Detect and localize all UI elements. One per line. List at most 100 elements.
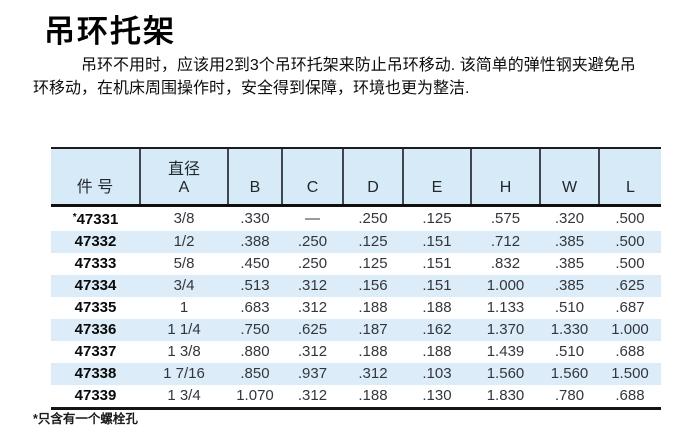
table-cell: 1.070 <box>236 386 274 404</box>
diameter-unit-label: A <box>178 178 190 196</box>
column-header-part-number: 件 号 <box>51 147 140 207</box>
column-header-e: E <box>402 147 471 207</box>
column-header-l: L <box>598 147 661 207</box>
column-header-diameter-a: 直径 A <box>139 147 228 207</box>
table-cell: .388 <box>228 230 282 253</box>
parts-table: 件 号 直径 A B C D E H W L *47331 3/8 .330 — .25… <box>51 147 661 410</box>
column-header-h: H <box>470 147 540 207</box>
table-cell: .312 <box>297 342 328 360</box>
table-cell: 5/8 <box>173 254 195 272</box>
table-cell: .832 <box>490 254 521 272</box>
table-cell: .151 <box>403 274 471 297</box>
table-cell: .937 <box>282 362 343 385</box>
part-number-cell: 47338 <box>51 362 140 385</box>
table-cell: .625 <box>599 274 661 297</box>
table-cell: .510 <box>554 298 585 316</box>
table-cell: .188 <box>358 342 388 360</box>
table-cell: .187 <box>343 318 403 341</box>
table-cell: .250 <box>297 254 328 272</box>
table-cell: .151 <box>403 230 471 253</box>
part-number-cell: 47337 <box>74 342 117 360</box>
table-cell: .125 <box>358 254 388 272</box>
intro-paragraph: 吊环不用时，应该用2到3个吊环托架来防止吊环移动. 该简单的弹性钢夹避免吊 环移… <box>33 54 675 100</box>
table-row: *47331 3/8 .330 — .250 .125 .575 .320 .500 <box>51 205 661 231</box>
table-row: 47336 1 1/4.750.625.187.162 1.370 1.330 1.00… <box>51 318 661 341</box>
table-cell: 1.370 <box>471 318 540 341</box>
column-header-b: B <box>227 147 282 207</box>
table-row: 47332 1/2.388.250.125.151.712.385.500 <box>51 230 661 253</box>
table-cell: .687 <box>615 298 645 316</box>
table-cell: .385 <box>554 254 585 272</box>
table-cell: — <box>305 209 320 227</box>
table-cell: 1 1/4 <box>140 318 228 341</box>
asterisk-marker: * <box>72 211 77 223</box>
table-cell: 1.439 <box>486 342 525 360</box>
table-cell: 1 3/4 <box>167 386 201 404</box>
table-cell: .880 <box>240 342 270 360</box>
table-cell: 1/2 <box>140 230 228 253</box>
table-cell: .312 <box>343 362 403 385</box>
table-cell: .688 <box>615 386 645 404</box>
table-cell: .500 <box>599 230 661 253</box>
footnote: *只含有一个螺栓孔 <box>33 412 138 426</box>
part-number-cell: 47339 <box>74 386 117 404</box>
part-number-cell: 47334 <box>51 274 140 297</box>
table-cell: .850 <box>228 362 282 385</box>
table-cell: .312 <box>297 298 328 316</box>
table-cell: .780 <box>554 386 585 404</box>
table-row: 47333 5/8 .450 .250 .125 .151 .832 .385 .500 <box>51 253 661 275</box>
table-cell: .151 <box>422 254 452 272</box>
table-cell: 1 7/16 <box>140 362 228 385</box>
table-cell: .450 <box>240 254 270 272</box>
part-number-cell: 47335 <box>74 298 117 316</box>
table-cell: .688 <box>615 342 645 360</box>
page-title: 吊环托架 <box>44 14 176 49</box>
table-cell: .103 <box>403 362 471 385</box>
diameter-label: 直径 <box>167 160 200 178</box>
table-cell: .312 <box>282 274 343 297</box>
table-cell: .312 <box>297 386 328 404</box>
table-cell: .500 <box>615 254 645 272</box>
table-cell: .156 <box>343 274 403 297</box>
table-cell: .250 <box>282 230 343 253</box>
table-row: 47337 1 3/8 .880 .312 .188 .188 1.439 .510 .688 <box>51 341 661 363</box>
table-cell: 1.330 <box>540 318 599 341</box>
table-header: 件 号 直径 A B C D E H W L <box>51 147 661 207</box>
part-number-cell: 47336 <box>51 318 140 341</box>
table-row: 47339 1 3/4 1.070 .312 .188 .130 1.830 .780 .688 <box>51 385 661 409</box>
table-cell: .162 <box>403 318 471 341</box>
parts-table-container: 件 号 直径 A B C D E H W L *47331 3/8 .330 — .25… <box>51 147 661 410</box>
table-cell: 1 3/8 <box>167 342 201 360</box>
table-body: *47331 3/8.330— .250.125.575.320.500 47332 1… <box>51 205 661 408</box>
table-cell: .188 <box>358 298 388 316</box>
table-cell: 1.000 <box>599 318 661 341</box>
table-cell: 1.560 <box>540 362 599 385</box>
table-cell: .625 <box>282 318 343 341</box>
intro-line: 吊环不用时，应该用2到3个吊环托架来防止吊环移动. 该简单的弹性钢夹避免吊 <box>81 57 636 74</box>
table-cell: 1.133 <box>486 298 525 316</box>
table-cell: .130 <box>422 386 452 404</box>
table-cell: 3/4 <box>140 274 228 297</box>
table-cell: .250 <box>358 209 388 227</box>
table-row: 47335 1 .683 .312 .188 .188 1.133 .510 .687 <box>51 297 661 319</box>
column-header-d: D <box>342 147 403 207</box>
table-cell: 3/8 <box>173 209 195 227</box>
part-number-cell: 47332 <box>51 230 140 253</box>
table-cell: 1 <box>179 298 189 316</box>
table-cell: 1.560 <box>471 362 540 385</box>
table-row: 47338 1 7/16.850.937.312.103 1.560 1.560 1.5… <box>51 362 661 385</box>
table-row: 47334 3/4.513.312.156.151 1.000.385.625 <box>51 274 661 297</box>
part-number-cell: *47331 <box>72 210 119 228</box>
table-cell: .500 <box>615 209 645 227</box>
table-cell: .513 <box>228 274 282 297</box>
table-cell: 1.000 <box>471 274 540 297</box>
table-cell: .330 <box>240 209 270 227</box>
column-header-c: C <box>281 147 343 207</box>
part-number-cell: 47333 <box>74 254 117 272</box>
table-cell: .188 <box>422 342 452 360</box>
table-cell: .575 <box>490 209 521 227</box>
table-cell: .510 <box>554 342 585 360</box>
intro-line: 环移动，在机床周围操作时，安全得到保障，环境也更为整洁. <box>33 80 470 97</box>
table-cell: .125 <box>422 209 452 227</box>
table-cell: 1.830 <box>486 386 525 404</box>
